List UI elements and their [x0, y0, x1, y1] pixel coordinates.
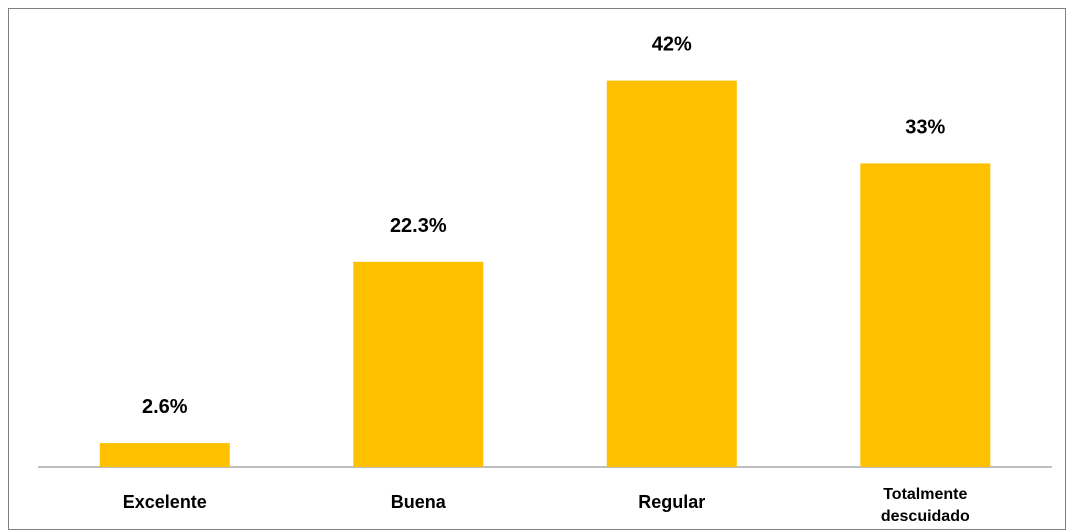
category-label: Excelente [123, 492, 207, 512]
bar-buena [353, 261, 484, 467]
data-label: 2.6% [142, 396, 188, 418]
data-label: 42% [652, 34, 692, 56]
category-label-line: Totalmente [883, 486, 967, 503]
category-label: Regular [638, 492, 705, 512]
data-label: 33% [905, 116, 945, 138]
category-label-line: descuidado [881, 508, 970, 525]
bar-totalmente-descuidado [860, 163, 991, 467]
category-label: Buena [391, 492, 447, 512]
bar-excelente [99, 443, 230, 467]
bar-regular [606, 80, 737, 467]
data-label: 22.3% [390, 215, 447, 237]
category-label: Totalmente descuidado [881, 486, 970, 525]
